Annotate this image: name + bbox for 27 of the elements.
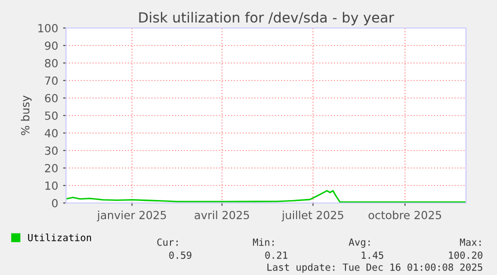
text: Last update: Tue Dec 16 01:00:08 2025 (267, 263, 482, 273)
y-tick-label: 50 (45, 111, 58, 120)
text: Avg: (348, 238, 370, 248)
text: 100.20 (449, 251, 482, 259)
x-tick-label: octobre 2025 (368, 210, 442, 220)
text: Cur: (157, 238, 178, 246)
y-tick-label: 90 (44, 41, 58, 50)
y-tick-label: 80 (44, 58, 58, 68)
y-tick-label: 0 (52, 198, 58, 208)
y-tick-label: 40 (44, 128, 58, 138)
chart-title: Disk utilization for /dev/sda - by year (139, 12, 394, 26)
y-tick-label: 20 (45, 164, 58, 172)
text: Max: (460, 238, 481, 246)
x-tick-label: juillet 2025 (282, 210, 344, 222)
y-tick-label: 60 (45, 94, 58, 102)
y-axis-title: % busy (20, 96, 32, 136)
text: 0.59 (169, 251, 192, 259)
text: 0.21 (265, 251, 288, 259)
y-tick-label: 70 (45, 76, 58, 85)
y-tick-label: 100 (38, 24, 58, 32)
x-tick-label: avril 2025 (194, 210, 249, 220)
legend-label: Utilization (28, 234, 91, 242)
text: 1.45 (362, 252, 384, 259)
y-tick-label: 10 (45, 181, 58, 190)
y-tick-label: 30 (45, 146, 58, 155)
text: Min: (252, 238, 274, 246)
x-tick-label: janvier 2025 (96, 210, 166, 222)
